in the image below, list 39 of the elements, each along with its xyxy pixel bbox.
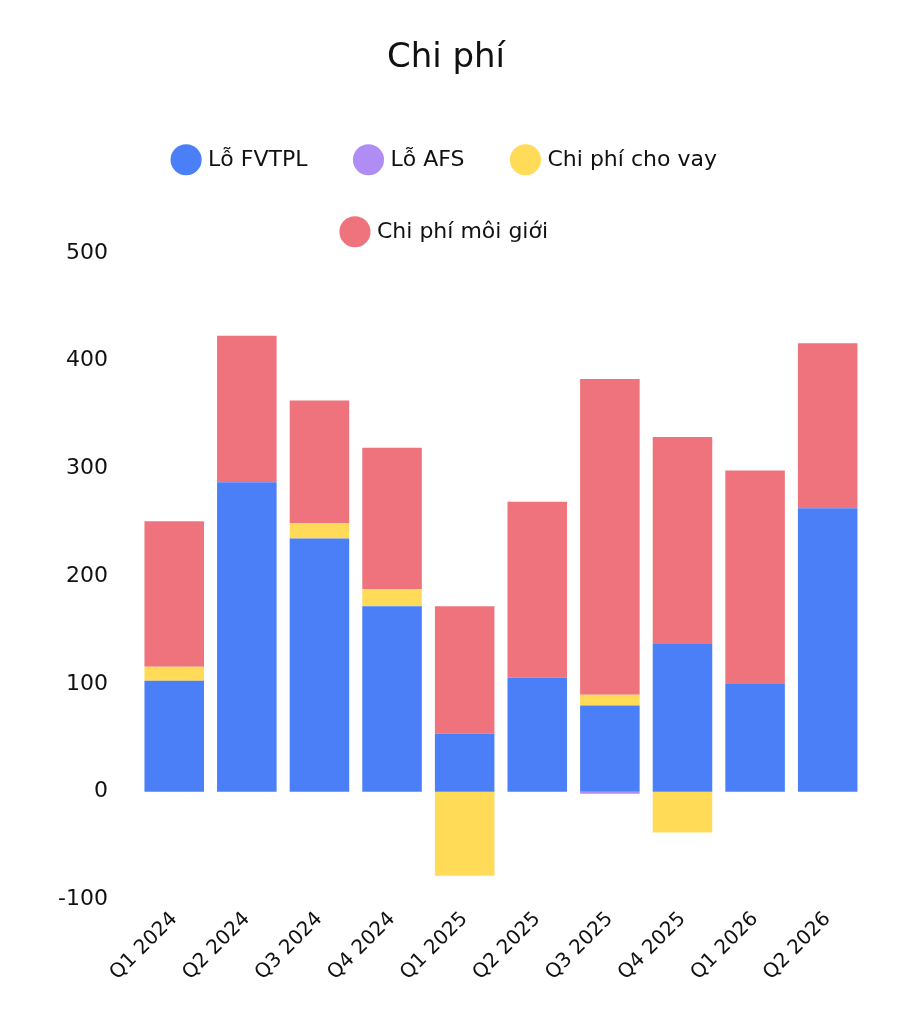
- bar: [797, 343, 858, 509]
- bar: [144, 521, 204, 667]
- bar: [652, 437, 713, 644]
- bar: [217, 335, 277, 483]
- legend-label: Lỗ FVTPL: [208, 145, 309, 171]
- chart-title: Chi phí: [386, 35, 507, 76]
- bar: [725, 470, 785, 684]
- y-tick-label: 300: [65, 454, 108, 480]
- bar: [507, 677, 568, 792]
- bar: [144, 680, 204, 792]
- bar: [652, 644, 713, 792]
- bar: [797, 508, 858, 792]
- bar: [217, 482, 277, 792]
- bar: [362, 589, 422, 607]
- bar: [507, 501, 568, 678]
- bar: [434, 606, 495, 734]
- legend-label: Lỗ AFS: [390, 145, 465, 171]
- bar: [144, 666, 204, 681]
- bar: [362, 447, 422, 590]
- y-tick-label: 400: [65, 346, 108, 372]
- bar: [580, 378, 640, 695]
- bar: [725, 683, 785, 792]
- bar: [580, 694, 640, 706]
- y-tick-label: 100: [65, 669, 108, 695]
- bar: [652, 791, 713, 833]
- bar: [289, 523, 350, 539]
- y-tick-label: 200: [65, 561, 108, 587]
- legend-label: Chi phí môi giới: [376, 217, 549, 243]
- bar: [362, 606, 422, 792]
- bar: [434, 791, 495, 876]
- bar: [289, 400, 350, 524]
- bar: [580, 705, 640, 792]
- y-tick-label: 0: [93, 777, 108, 803]
- legend-label: Chi phí cho vay: [547, 145, 717, 171]
- bar: [580, 791, 640, 794]
- y-tick-label: -100: [57, 885, 108, 911]
- bar: [289, 538, 350, 792]
- bar: [434, 733, 495, 792]
- y-tick-label: 500: [65, 238, 108, 264]
